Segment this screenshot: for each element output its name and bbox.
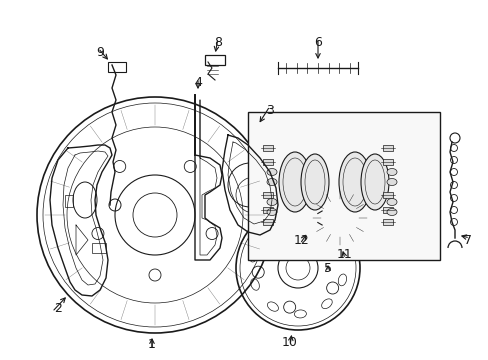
Text: 8: 8: [214, 36, 222, 49]
Text: 9: 9: [96, 45, 104, 58]
Ellipse shape: [386, 208, 396, 216]
Text: 3: 3: [265, 104, 273, 117]
Bar: [382, 159, 392, 165]
Ellipse shape: [317, 196, 361, 240]
Text: 4: 4: [194, 76, 202, 89]
Text: 12: 12: [293, 234, 309, 247]
Ellipse shape: [386, 168, 396, 175]
Bar: [382, 219, 392, 225]
Ellipse shape: [266, 168, 276, 175]
Ellipse shape: [266, 198, 276, 206]
Text: 10: 10: [282, 336, 297, 348]
Ellipse shape: [301, 154, 328, 210]
Ellipse shape: [311, 188, 367, 248]
Bar: [382, 207, 392, 213]
Ellipse shape: [279, 152, 310, 212]
Text: 11: 11: [336, 248, 352, 261]
Bar: [263, 145, 272, 151]
Bar: [92, 243, 106, 253]
Ellipse shape: [386, 198, 396, 206]
Bar: [247, 112, 439, 260]
Bar: [108, 62, 126, 72]
Ellipse shape: [386, 179, 396, 185]
Text: 7: 7: [463, 234, 471, 247]
Bar: [382, 192, 392, 198]
Ellipse shape: [360, 154, 388, 210]
Text: 6: 6: [313, 36, 321, 49]
Bar: [263, 219, 272, 225]
Bar: [382, 145, 392, 151]
Bar: [204, 55, 224, 65]
Ellipse shape: [338, 152, 370, 212]
Bar: [263, 192, 272, 198]
Ellipse shape: [266, 208, 276, 216]
Text: 1: 1: [148, 338, 156, 351]
Text: 5: 5: [324, 261, 331, 274]
Bar: [263, 207, 272, 213]
Ellipse shape: [266, 179, 276, 185]
Bar: [263, 159, 272, 165]
Text: 2: 2: [54, 302, 62, 315]
Bar: [65, 195, 73, 207]
